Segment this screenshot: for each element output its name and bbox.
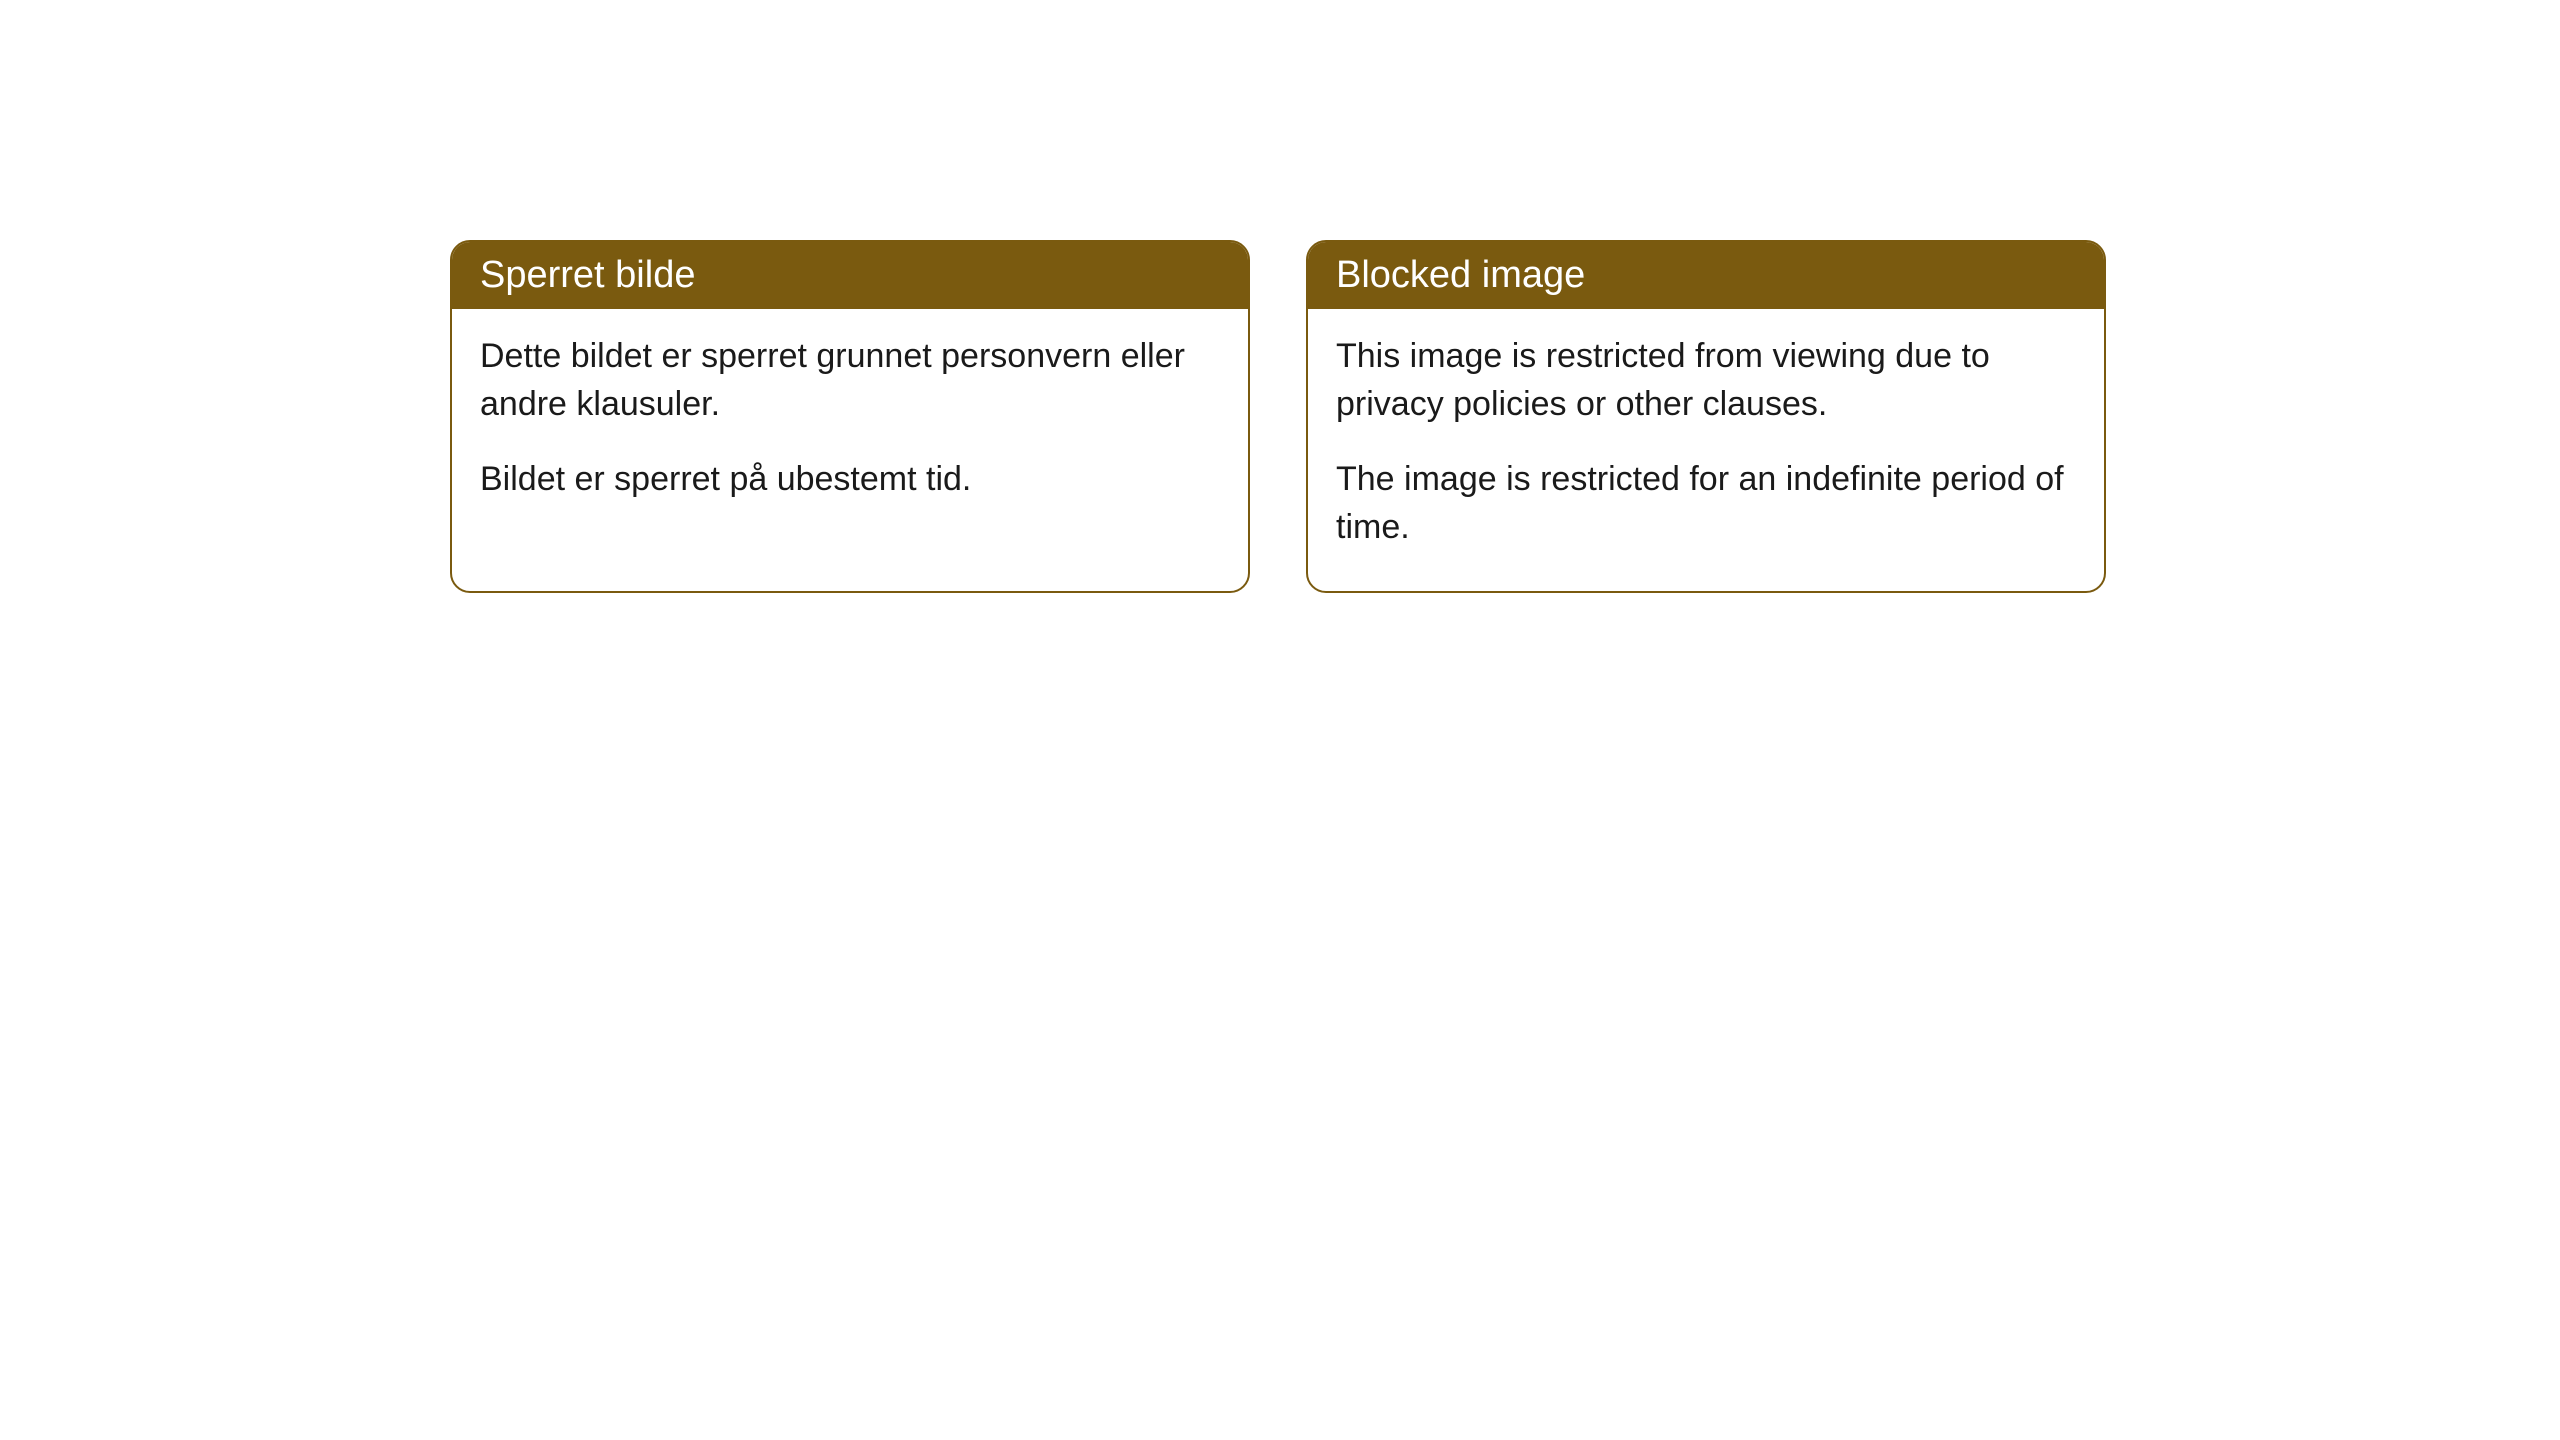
card-paragraph: Dette bildet er sperret grunnet personve…: [480, 333, 1220, 428]
card-title: Sperret bilde: [480, 254, 695, 296]
blocked-image-card-norwegian: Sperret bilde Dette bildet er sperret gr…: [450, 240, 1250, 593]
card-header: Sperret bilde: [452, 242, 1248, 309]
card-body: This image is restricted from viewing du…: [1308, 309, 2104, 591]
card-paragraph: This image is restricted from viewing du…: [1336, 333, 2076, 428]
card-header: Blocked image: [1308, 242, 2104, 309]
card-paragraph: The image is restricted for an indefinit…: [1336, 456, 2076, 551]
cards-container: Sperret bilde Dette bildet er sperret gr…: [450, 240, 2560, 593]
card-title: Blocked image: [1336, 254, 1585, 296]
card-paragraph: Bildet er sperret på ubestemt tid.: [480, 456, 1220, 504]
card-body: Dette bildet er sperret grunnet personve…: [452, 309, 1248, 544]
blocked-image-card-english: Blocked image This image is restricted f…: [1306, 240, 2106, 593]
